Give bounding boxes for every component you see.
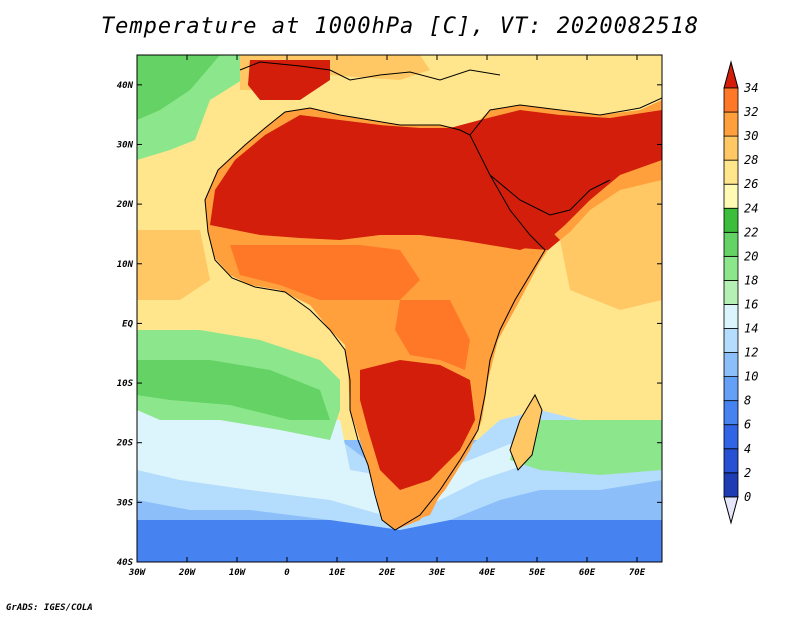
x-tick-label: 60E [579,568,596,578]
temperature-field [137,55,662,562]
colorbar-swatch [723,472,739,498]
x-tick-label: 0 [284,568,290,578]
colorbar-swatch [723,328,739,353]
plot-frame [136,54,663,563]
x-tick-label: 70E [629,568,646,578]
colorbar-label: 2 [744,466,751,480]
colorbar-label: 22 [744,225,758,239]
colorbar-label: 10 [744,370,758,384]
colorbar-swatch [723,352,739,377]
colorbar-label: 20 [744,249,758,263]
footer-credit: GrADS: IGES/COLA [6,603,93,613]
x-tick-label: 10W [229,568,247,578]
y-tick-label: 20N [116,200,134,210]
y-tick-label: 10S [117,379,134,389]
colorbar-label: 34 [743,81,758,95]
x-tick-label: 20W [178,568,197,578]
colorbar-swatch [723,424,739,450]
x-tick-label: 30W [128,568,147,578]
colorbar-label: 8 [744,394,751,408]
y-tick-label: EQ [122,319,133,329]
x-tick-label: 30E [428,568,446,578]
colorbar-swatch [723,87,739,113]
colorbar-label: 6 [744,418,751,432]
x-tick-label: 10E [329,568,346,578]
y-tick-label: 40N [117,81,134,91]
colorbar-label: 24 [744,201,758,215]
colorbar-swatch [723,448,739,474]
y-tick-label: 20S [116,439,134,449]
colorbar-swatch [723,135,739,161]
colorbar-label: 28 [744,153,758,167]
x-tick-label: 40E [479,568,496,578]
colorbar-label: 30 [743,129,758,143]
y-axis: 40S 30S 20S 10S EQ 10N 20N 30N 40N [116,81,662,568]
colorbar-label: 18 [744,273,758,287]
map-title: Temperature at 1000hPa [C], VT: 20200825… [100,14,700,39]
colorbar-swatch [723,400,739,426]
colorbar-swatch [723,159,739,185]
colorbar-label: 0 [744,490,751,504]
y-tick-label: 30S [116,498,134,508]
x-axis: 30W 20W 10W 0 10E 20E 30E 40E 50E 60E 70E [128,55,646,578]
colorbar-label: 14 [744,322,758,336]
y-tick-label: 10N [117,260,134,270]
colorbar-swatch [723,183,739,209]
colorbar-label: 16 [744,297,758,311]
colorbar-arrow-top [723,60,739,89]
colorbar-swatch [723,279,739,305]
y-tick-label: 30N [116,140,134,150]
y-tick-label: 40S [117,558,134,568]
coastlines [204,61,662,531]
colorbar-label: 32 [743,105,758,119]
colorbar-label: 12 [744,346,758,360]
colorbar-swatch [723,255,739,281]
x-tick-label: 20E [378,568,396,578]
colorbar-swatch [723,376,739,402]
colorbar-swatch [723,304,739,329]
colorbar-swatch [723,111,739,137]
colorbar-swatch [723,207,739,233]
colorbar-swatch [723,231,739,257]
colorbar-label: 26 [744,177,758,191]
colorbar-arrow-bottom [723,496,739,525]
colorbar-label: 4 [744,442,751,456]
x-tick-label: 50E [529,568,546,578]
